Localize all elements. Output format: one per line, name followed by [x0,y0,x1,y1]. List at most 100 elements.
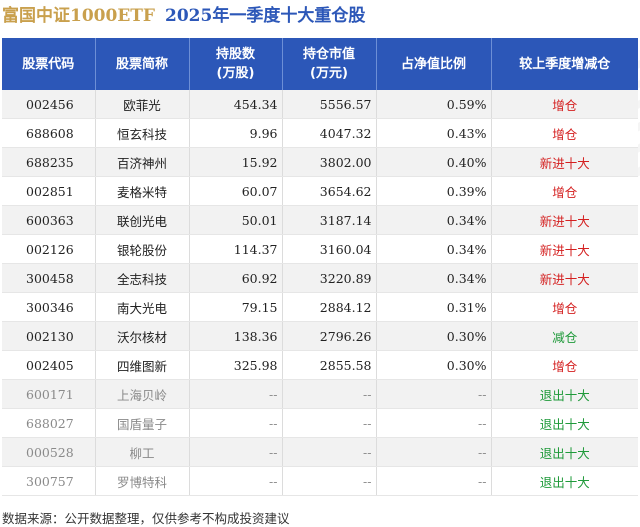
nav-ratio-cell: 0.34% [376,263,492,293]
change-cell: 退出十大 [491,379,638,409]
stock-code-cell: 002126 [2,234,96,264]
change-cell: 退出十大 [491,408,638,438]
table-row: 002405 四维图新 325.98 2855.58 0.30% 增仓 [2,350,638,380]
table-row: 002456 欧菲光 454.34 5556.57 0.59% 增仓 [2,90,638,119]
market-value-cell: 2796.26 [282,321,377,351]
nav-ratio-cell: 0.30% [376,321,492,351]
stock-code-cell: 600171 [2,379,96,409]
market-value-cell: 4047.32 [282,118,377,148]
nav-ratio-cell: 0.34% [376,234,492,264]
stock-code-cell: 688027 [2,408,96,438]
shares-cell: 114.37 [189,234,283,264]
market-value-cell: 2855.58 [282,350,377,380]
shares-cell: 79.15 [189,292,283,322]
table-header-row: 股票代码 股票简称 持股数 (万股) 持仓市值 (万元) 占净值比例 较上季度增减仓 [2,38,638,90]
stock-code-cell: 002851 [2,176,96,206]
change-cell: 增仓 [491,292,638,322]
nav-ratio-cell: 0.31% [376,292,492,322]
change-cell: 新进十大 [491,263,638,293]
change-cell: 退出十大 [491,437,638,467]
market-value-cell: 3220.89 [282,263,377,293]
stock-name-cell: 银轮股份 [95,234,190,264]
header-stock-code: 股票代码 [2,38,96,90]
stock-code-cell: 688235 [2,147,96,177]
table-row: 688608 恒玄科技 9.96 4047.32 0.43% 增仓 [2,118,638,148]
stock-name-cell: 沃尔核材 [95,321,190,351]
change-cell: 新进十大 [491,234,638,264]
stock-code-cell: 300346 [2,292,96,322]
table-row: 002126 银轮股份 114.37 3160.04 0.34% 新进十大 [2,234,638,264]
table-row: 688235 百济神州 15.92 3802.00 0.40% 新进十大 [2,147,638,177]
shares-cell: 454.34 [189,90,283,119]
page-title: 富国中证1000ETF 2025年一季度十大重仓股 [2,5,365,27]
table-row: 300757 罗博特科 -- -- -- 退出十大 [2,466,638,496]
change-cell: 增仓 [491,90,638,119]
stock-code-cell: 688608 [2,118,96,148]
nav-ratio-cell: 0.59% [376,90,492,119]
stock-name-cell: 南大光电 [95,292,190,322]
nav-ratio-cell: 0.30% [376,350,492,380]
data-source-note: 数据来源：公开数据整理，仅供参考不构成投资建议 [2,511,290,526]
market-value-cell: -- [282,437,377,467]
fund-name: 富国中证1000ETF [2,6,155,26]
stock-name-cell: 四维图新 [95,350,190,380]
stock-name-cell: 罗博特科 [95,466,190,496]
header-market-value: 持仓市值 (万元) [282,38,377,90]
header-nav-ratio: 占净值比例 [376,38,492,90]
header-change: 较上季度增减仓 [491,38,638,90]
stock-code-cell: 000528 [2,437,96,467]
market-value-cell: -- [282,408,377,438]
market-value-cell: -- [282,466,377,496]
header-stock-name: 股票简称 [95,38,190,90]
shares-cell: -- [189,437,283,467]
stock-name-cell: 恒玄科技 [95,118,190,148]
shares-cell: 60.92 [189,263,283,293]
market-value-cell: 3654.62 [282,176,377,206]
shares-cell: -- [189,466,283,496]
table-row: 002851 麦格米特 60.07 3654.62 0.39% 增仓 [2,176,638,206]
stock-code-cell: 002405 [2,350,96,380]
shares-cell: 60.07 [189,176,283,206]
shares-cell: 15.92 [189,147,283,177]
report-period: 2025年一季度十大重仓股 [165,6,366,26]
stock-name-cell: 上海贝岭 [95,379,190,409]
market-value-cell: -- [282,379,377,409]
market-value-cell: 3187.14 [282,205,377,235]
nav-ratio-cell: -- [376,408,492,438]
change-cell: 退出十大 [491,466,638,496]
shares-cell: -- [189,379,283,409]
table-row: 300458 全志科技 60.92 3220.89 0.34% 新进十大 [2,263,638,293]
market-value-cell: 2884.12 [282,292,377,322]
stock-code-cell: 300757 [2,466,96,496]
nav-ratio-cell: -- [376,379,492,409]
change-cell: 增仓 [491,118,638,148]
header-shares: 持股数 (万股) [189,38,283,90]
table-row: 000528 柳工 -- -- -- 退出十大 [2,437,638,467]
nav-ratio-cell: 0.39% [376,176,492,206]
stock-code-cell: 300458 [2,263,96,293]
shares-cell: -- [189,408,283,438]
nav-ratio-cell: 0.40% [376,147,492,177]
table-row: 688027 国盾量子 -- -- -- 退出十大 [2,408,638,438]
stock-name-cell: 麦格米特 [95,176,190,206]
table-row: 600171 上海贝岭 -- -- -- 退出十大 [2,379,638,409]
stock-name-cell: 柳工 [95,437,190,467]
nav-ratio-cell: 0.34% [376,205,492,235]
shares-cell: 138.36 [189,321,283,351]
change-cell: 新进十大 [491,205,638,235]
holdings-table: 股票代码 股票简称 持股数 (万股) 持仓市值 (万元) 占净值比例 较上季度增减仓… [2,38,638,496]
market-value-cell: 5556.57 [282,90,377,119]
stock-name-cell: 全志科技 [95,263,190,293]
change-cell: 新进十大 [491,147,638,177]
stock-code-cell: 002456 [2,90,96,119]
shares-cell: 9.96 [189,118,283,148]
table-row: 600363 联创光电 50.01 3187.14 0.34% 新进十大 [2,205,638,235]
change-cell: 增仓 [491,350,638,380]
market-value-cell: 3160.04 [282,234,377,264]
stock-name-cell: 联创光电 [95,205,190,235]
stock-code-cell: 002130 [2,321,96,351]
change-cell: 减仓 [491,321,638,351]
stock-code-cell: 600363 [2,205,96,235]
nav-ratio-cell: 0.43% [376,118,492,148]
shares-cell: 50.01 [189,205,283,235]
